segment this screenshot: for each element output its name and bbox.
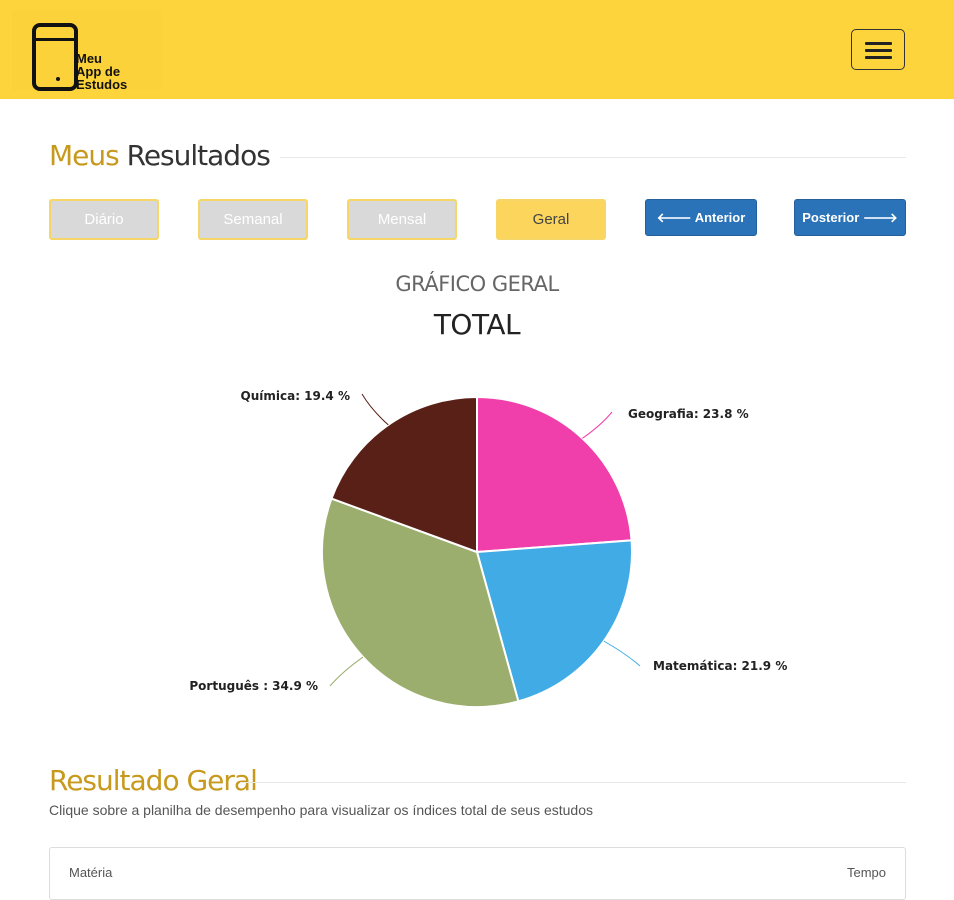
title-divider: [280, 157, 906, 158]
pie-connector-matemática: [603, 640, 641, 667]
hamburger-icon: [865, 42, 892, 45]
column-header-materia: Matéria: [69, 865, 113, 880]
logo-text: Meu App de Estudos: [76, 51, 128, 92]
tab-semanal[interactable]: Semanal: [198, 199, 308, 240]
app-logo[interactable]: Meu App de Estudos: [12, 10, 162, 92]
pie-connector-química: [361, 393, 389, 426]
column-header-tempo: Tempo: [846, 865, 886, 880]
pie-label-português: Português : 34.9 %: [189, 679, 318, 693]
pie-label-geografia: Geografia: 23.8 %: [628, 407, 749, 421]
phone-icon: [32, 23, 78, 91]
tab-geral[interactable]: Geral: [496, 199, 606, 240]
pie-connector-português: [329, 656, 364, 687]
next-button[interactable]: Posterior 🡒: [794, 199, 906, 236]
results-table[interactable]: Matéria Tempo: [49, 847, 906, 900]
arrow-left-icon: 🡐: [656, 210, 692, 225]
pie-label-química: Química: 19.4 %: [241, 389, 350, 403]
pie-slice-geografia[interactable]: [476, 395, 633, 554]
chart-title: TOTAL: [433, 308, 521, 341]
tab-mensal[interactable]: Mensal: [347, 199, 457, 240]
overall-description: Clique sobre a planilha de desempenho pa…: [49, 802, 594, 818]
app-header: Meu App de Estudos: [0, 0, 954, 99]
pie-connector-geografia: [582, 411, 613, 439]
page-title: Meus Resultados: [49, 139, 271, 172]
pie-slice-matemática[interactable]: [475, 539, 633, 703]
previous-button[interactable]: 🡐 Anterior: [645, 199, 757, 236]
pie-slice-química[interactable]: [330, 395, 478, 554]
arrow-right-icon: 🡒: [862, 210, 898, 225]
chart-subtitle: GRÁFICO GERAL: [395, 272, 559, 296]
pie-chart: Geografia: 23.8 % Matemática: 21.9 % Portu…: [189, 389, 787, 708]
pie-label-matemática: Matemática: 21.9 %: [653, 659, 787, 673]
overall-divider: [240, 782, 906, 783]
tab-diario[interactable]: Diário: [49, 199, 159, 240]
menu-toggle-button[interactable]: [851, 29, 905, 70]
overall-results-title: Resultado Geral: [49, 764, 258, 797]
pie-slice-português[interactable]: [321, 497, 520, 708]
